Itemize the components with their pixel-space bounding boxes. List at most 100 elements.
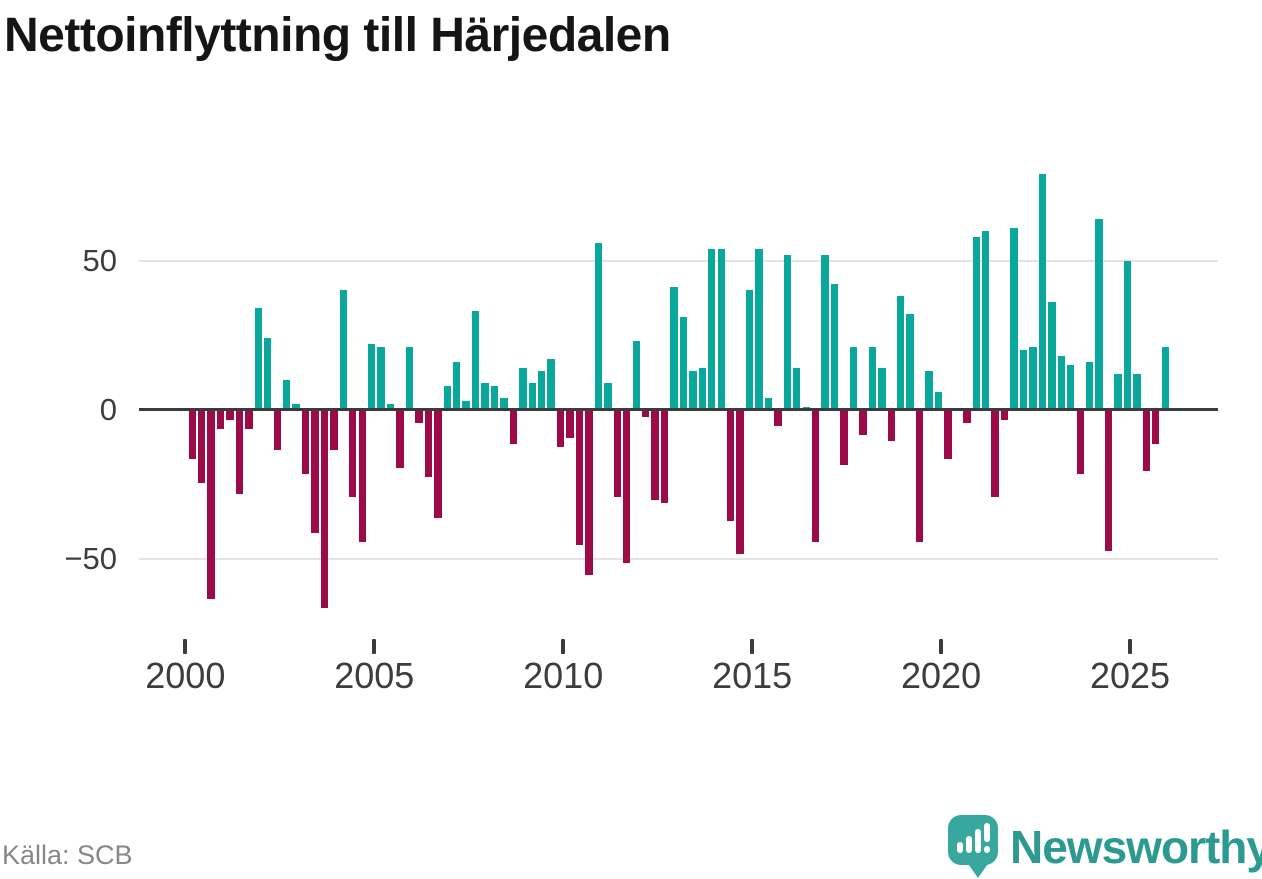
bar-2006q1 <box>415 411 423 423</box>
exclamation-dot-icon <box>984 846 990 853</box>
gridline-y-50 <box>139 557 1218 560</box>
bar-2025q2 <box>1142 411 1151 471</box>
bar-2002q3 <box>282 379 291 410</box>
bar-2002q4 <box>292 403 300 410</box>
bar-2001q3 <box>245 411 253 429</box>
bar-2018q1 <box>868 346 877 410</box>
bar-2011q3 <box>623 411 631 563</box>
bar-2009q2 <box>538 370 546 410</box>
bar-2021q1 <box>982 230 990 410</box>
exclamation-stem-icon <box>984 823 990 842</box>
bar-2018q4 <box>897 296 905 410</box>
bar-2004q4 <box>367 343 376 410</box>
bar-2012q2 <box>651 411 659 501</box>
bar-2021q4 <box>1010 227 1018 410</box>
newsworthy-wordmark: Newsworthy <box>1010 821 1262 873</box>
bar-2022q1 <box>1019 349 1028 410</box>
x-axis-label-2005: 2005 <box>334 655 415 696</box>
x-axis-label-2020: 2020 <box>901 655 982 696</box>
bar-2021q3 <box>1000 411 1009 420</box>
x-axis-tick-2005 <box>372 639 377 654</box>
bar-2019q3 <box>925 370 933 410</box>
bar-2015q2 <box>764 397 773 410</box>
bar-2022q4 <box>1048 302 1056 410</box>
bar-2015q4 <box>783 254 792 410</box>
bar-2017q1 <box>830 284 839 410</box>
bar-2024q3 <box>1114 373 1122 410</box>
bar-2000q3 <box>207 411 215 599</box>
bar-2012q3 <box>660 411 669 504</box>
bar-2006q4 <box>443 385 451 410</box>
bar-2019q2 <box>915 411 924 543</box>
bar-2012q4 <box>670 287 678 410</box>
bar-2007q4 <box>481 382 489 410</box>
bar-2023q4 <box>1085 361 1094 410</box>
bar-2000q1 <box>188 411 196 459</box>
bar-2023q1 <box>1057 355 1065 410</box>
gridline-y50 <box>139 259 1218 262</box>
x-axis-tick-2000 <box>183 639 188 654</box>
bar-2007q3 <box>471 311 480 410</box>
x-axis-tick-2020 <box>939 639 944 654</box>
bar-2018q3 <box>887 411 895 441</box>
bar-2003q2 <box>311 411 319 534</box>
bar-2017q4 <box>859 411 867 435</box>
bar-2020q4 <box>972 236 980 410</box>
zero-axis-line <box>139 408 1218 411</box>
bar-2010q3 <box>585 411 593 575</box>
bar-2004q3 <box>358 411 366 543</box>
source-attribution: Källa: SCB <box>2 840 133 870</box>
bar-2010q4 <box>594 242 603 410</box>
y-axis-label-50: 50 <box>82 242 117 278</box>
x-axis-tick-2010 <box>561 639 566 654</box>
chart-title: Nettoinflyttning till Härjedalen <box>4 9 671 62</box>
bar-2024q1 <box>1095 218 1103 410</box>
bar-2002q2 <box>273 411 281 450</box>
bar-2005q3 <box>396 411 404 468</box>
bar-2008q1 <box>490 385 499 410</box>
bar-2009q1 <box>528 382 536 410</box>
bar-2013q4 <box>708 248 716 410</box>
bar-2001q1 <box>226 411 234 420</box>
bar-2009q3 <box>547 358 555 410</box>
bar-2022q2 <box>1029 346 1037 410</box>
bar-2003q1 <box>301 411 310 474</box>
bar-2013q3 <box>698 367 707 410</box>
bar-2019q4 <box>934 391 943 410</box>
bar-2020q1 <box>944 411 952 459</box>
bar-2016q3 <box>812 411 820 543</box>
bar-2025q4 <box>1161 346 1169 410</box>
bar-2017q3 <box>849 346 858 410</box>
bar-2005q1 <box>377 346 385 410</box>
bar-2000q4 <box>216 411 225 429</box>
bar-2021q2 <box>991 411 999 498</box>
bar-2025q1 <box>1133 373 1141 410</box>
bar-2004q2 <box>349 411 357 498</box>
bar-2014q2 <box>726 411 735 522</box>
speech-bubble-bar-chart-icon <box>948 815 998 865</box>
bar-2013q1 <box>679 317 688 410</box>
x-axis-label-2015: 2015 <box>712 655 793 696</box>
bar-2003q3 <box>320 411 329 608</box>
bar-2006q3 <box>434 411 442 519</box>
bar-2000q2 <box>197 411 206 483</box>
bar-2017q2 <box>840 411 848 465</box>
bar-2020q3 <box>963 411 971 423</box>
bar-2014q3 <box>736 411 744 555</box>
bar-2008q2 <box>500 397 508 410</box>
bar-2019q1 <box>906 314 914 410</box>
bar-2024q4 <box>1123 260 1132 410</box>
bar-2011q2 <box>613 411 621 498</box>
bar-2014q1 <box>717 248 725 410</box>
bar-2016q1 <box>793 367 801 410</box>
bar-2007q1 <box>453 361 461 410</box>
bar-2010q1 <box>566 411 574 438</box>
bar-2005q4 <box>405 346 414 410</box>
x-axis-label-2010: 2010 <box>523 655 604 696</box>
bar-2011q1 <box>604 382 612 410</box>
bar-2010q2 <box>575 411 584 546</box>
x-axis-tick-2025 <box>1128 639 1132 654</box>
bar-2015q3 <box>774 411 782 426</box>
bar-2008q4 <box>519 367 527 410</box>
